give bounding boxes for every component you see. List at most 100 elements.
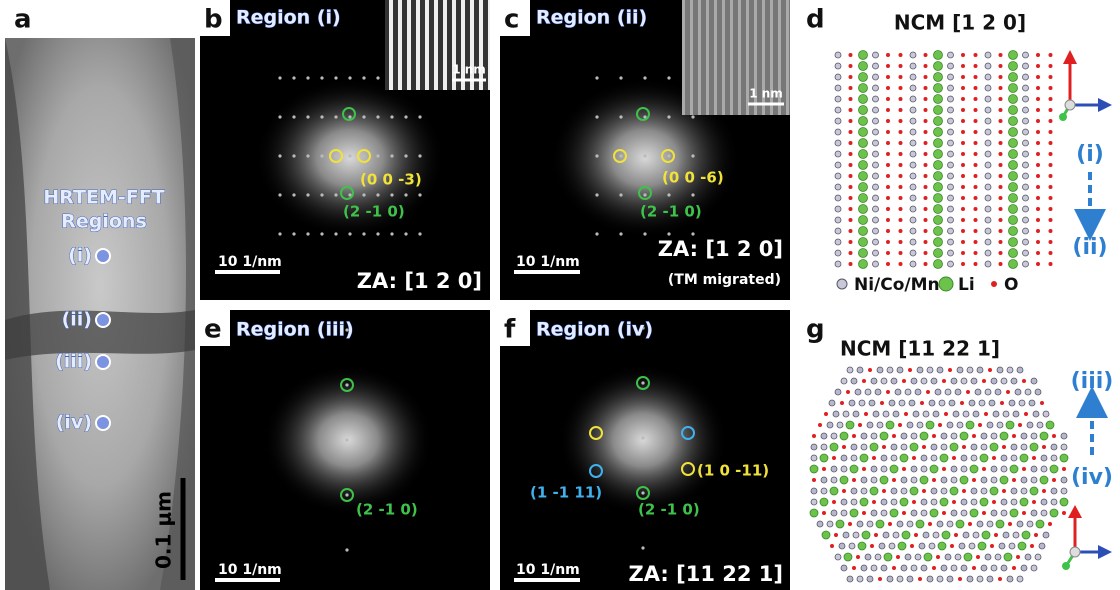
decoration <box>1007 576 1013 582</box>
decoration <box>822 467 826 471</box>
decoration <box>921 565 927 571</box>
decoration <box>956 520 964 528</box>
decoration <box>886 97 890 101</box>
decoration <box>954 533 958 537</box>
decoration <box>999 229 1003 233</box>
decoration <box>1021 444 1027 450</box>
decoration <box>306 232 309 235</box>
decoration <box>892 434 896 438</box>
decoration <box>999 185 1003 189</box>
point-label: (iii) <box>55 351 92 373</box>
decoration <box>899 229 903 233</box>
decoration <box>1036 163 1040 167</box>
decoration <box>873 411 879 417</box>
decoration <box>835 217 841 223</box>
decoration <box>901 433 907 439</box>
decoration <box>880 432 888 440</box>
decoration <box>893 532 899 538</box>
decoration <box>841 499 847 505</box>
decoration <box>985 195 991 201</box>
decoration <box>1011 488 1017 494</box>
decoration <box>934 249 943 258</box>
decoration <box>835 162 841 168</box>
decoration <box>667 193 670 196</box>
decoration <box>924 152 928 156</box>
decoration <box>345 548 348 551</box>
decoration <box>1009 216 1018 225</box>
decoration <box>691 115 694 118</box>
decoration <box>899 152 903 156</box>
decoration <box>971 378 977 384</box>
decoration <box>849 229 853 233</box>
decoration <box>619 232 622 235</box>
decoration <box>881 565 887 571</box>
legend-entry: Li <box>958 275 975 295</box>
decoration <box>991 565 997 571</box>
decoration <box>1049 130 1053 134</box>
decoration <box>1023 217 1029 223</box>
decoration <box>951 378 957 384</box>
decoration <box>334 76 337 79</box>
decoration <box>278 193 281 196</box>
decoration <box>835 554 841 560</box>
decoration <box>891 378 897 384</box>
decoration <box>891 444 897 450</box>
decoration <box>810 465 818 473</box>
decoration <box>1031 477 1037 483</box>
scale-bar-label: 10 1/nm <box>516 562 580 578</box>
decoration <box>859 95 868 104</box>
decoration <box>961 207 965 211</box>
decoration <box>985 173 991 179</box>
decoration <box>849 152 853 156</box>
decoration <box>962 445 966 449</box>
decoration <box>1009 128 1018 137</box>
panel-c: 1 nm c Region (ii) (0 0 -6) (2 -1 0) 10 … <box>500 0 790 300</box>
decoration <box>897 576 903 582</box>
decoration <box>941 444 947 450</box>
decoration <box>996 520 1004 528</box>
decoration <box>1000 401 1004 405</box>
decoration <box>999 218 1003 222</box>
decoration <box>910 217 916 223</box>
decoration <box>934 62 943 71</box>
region-title: Region (iv) <box>536 319 653 341</box>
decoration <box>914 533 918 537</box>
inset-image <box>385 0 490 90</box>
decoration <box>1003 532 1009 538</box>
decoration <box>961 196 965 200</box>
decoration <box>1017 521 1023 527</box>
decoration <box>987 576 993 582</box>
decoration <box>924 97 928 101</box>
decoration <box>849 185 853 189</box>
decoration <box>899 130 903 134</box>
decoration <box>898 542 906 550</box>
decoration <box>948 228 954 234</box>
decoration <box>1021 565 1027 571</box>
decoration <box>1062 511 1066 515</box>
decoration <box>871 510 877 516</box>
decoration <box>810 509 818 517</box>
decoration <box>1009 62 1018 71</box>
decoration <box>1010 509 1018 517</box>
decoration <box>849 196 853 200</box>
decoration <box>974 86 978 90</box>
decoration <box>1049 97 1053 101</box>
decoration <box>839 543 845 549</box>
decoration <box>883 532 889 538</box>
decoration <box>974 163 978 167</box>
decoration <box>1022 511 1026 515</box>
scale-bar-label: 10 1/nm <box>218 254 282 270</box>
decoration <box>1018 423 1022 427</box>
decoration <box>897 367 903 373</box>
decoration <box>929 400 935 406</box>
decoration <box>934 227 943 236</box>
decoration <box>941 433 947 439</box>
decoration <box>985 554 991 560</box>
decoration <box>921 378 927 384</box>
decoration <box>873 173 879 179</box>
decoration <box>934 216 943 225</box>
decoration <box>924 75 928 79</box>
decoration <box>948 217 954 223</box>
decoration <box>1012 434 1016 438</box>
decoration <box>934 73 943 82</box>
